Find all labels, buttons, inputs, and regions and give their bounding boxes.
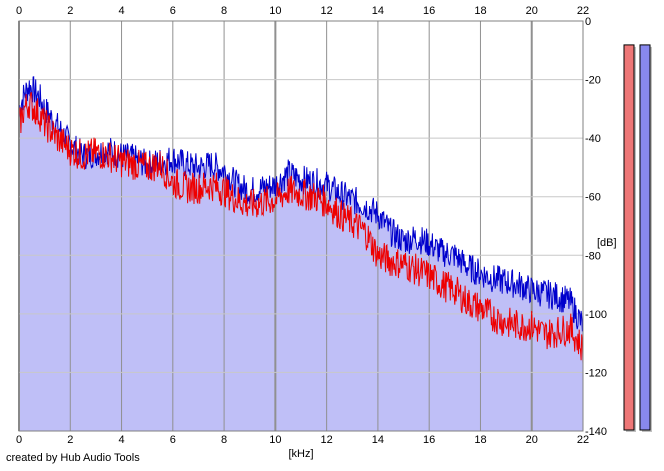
y-tick-label: -140 bbox=[585, 426, 607, 438]
x-tick-label-bottom: 16 bbox=[423, 434, 435, 446]
y-tick-label: -20 bbox=[585, 75, 601, 87]
x-tick-label-top: 6 bbox=[170, 5, 176, 17]
x-tick-label-top: 22 bbox=[577, 5, 589, 17]
x-tick-label-top: 18 bbox=[474, 5, 486, 17]
x-tick-label-top: 10 bbox=[269, 5, 281, 17]
y-tick-label: -80 bbox=[585, 250, 601, 262]
level-meter-bar bbox=[639, 44, 651, 431]
x-tick-label-top: 4 bbox=[118, 5, 124, 17]
x-tick-label-bottom: 6 bbox=[170, 434, 176, 446]
y-tick-label: 0 bbox=[585, 16, 591, 28]
x-tick-label-top: 12 bbox=[321, 5, 333, 17]
x-tick-label-top: 14 bbox=[372, 5, 384, 17]
x-tick-label-top: 0 bbox=[16, 5, 22, 17]
x-tick-label-top: 20 bbox=[526, 5, 538, 17]
x-tick-label-bottom: 0 bbox=[16, 434, 22, 446]
credit-text: created by Hub Audio Tools bbox=[6, 452, 140, 464]
x-tick-label-top: 2 bbox=[67, 5, 73, 17]
series-line-red bbox=[18, 91, 584, 364]
x-tick-label-top: 8 bbox=[221, 5, 227, 17]
x-tick-label-bottom: 14 bbox=[372, 434, 384, 446]
x-tick-label-top: 16 bbox=[423, 5, 435, 17]
level-meter-bar bbox=[623, 44, 635, 431]
plot-frame bbox=[18, 20, 584, 432]
x-axis-label: [kHz] bbox=[288, 448, 313, 460]
x-tick-label-bottom: 4 bbox=[118, 434, 124, 446]
y-axis-label: [dB] bbox=[597, 237, 617, 249]
x-tick-label-bottom: 12 bbox=[321, 434, 333, 446]
x-tick-label-bottom: 20 bbox=[526, 434, 538, 446]
x-tick-label-bottom: 22 bbox=[577, 434, 589, 446]
x-tick-label-bottom: 2 bbox=[67, 434, 73, 446]
x-tick-label-bottom: 8 bbox=[221, 434, 227, 446]
y-tick-label: -100 bbox=[585, 309, 607, 321]
x-tick-label-bottom: 10 bbox=[269, 434, 281, 446]
y-tick-label: -40 bbox=[585, 133, 601, 145]
y-tick-label: -120 bbox=[585, 367, 607, 379]
y-tick-label: -60 bbox=[585, 192, 601, 204]
x-tick-label-bottom: 18 bbox=[474, 434, 486, 446]
